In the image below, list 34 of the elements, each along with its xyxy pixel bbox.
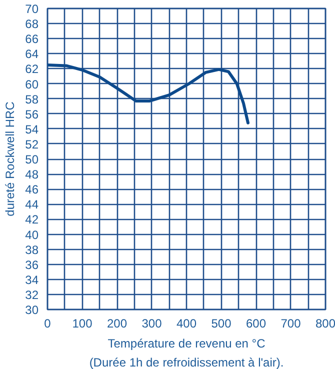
text: (Durée 1h de refroidissement à l'air). [89, 356, 284, 369]
y-tick-label: 40 [25, 228, 39, 242]
x-tick-label: 600 [246, 316, 266, 330]
y-tick-label: 56 [25, 107, 39, 122]
y-tick-label: 52 [25, 137, 39, 152]
y-tick-label: 66 [25, 32, 39, 46]
y-tick-label: 68 [25, 17, 39, 32]
y-tick-label: 42 [25, 212, 39, 227]
y-tick-label: 44 [25, 198, 39, 212]
y-tick-label: 58 [25, 92, 39, 106]
y-tick-label: 54 [25, 122, 39, 136]
line-series [48, 63, 250, 124]
y-tick-label: 70 [25, 2, 39, 16]
x-axis-title: Température de revenu en °C [108, 336, 266, 350]
x-tick-label: 700 [280, 316, 302, 330]
y-tick-label: 50 [25, 152, 39, 166]
y-axis-title: dureté Rockwell HRC [3, 101, 18, 216]
x-tick-label: 800 [315, 316, 335, 330]
x-tick-label: 200 [106, 316, 128, 330]
y-tick-label: 32 [25, 288, 39, 302]
y-tick-label: 30 [25, 303, 39, 317]
y-tick-label: 64 [25, 47, 39, 62]
y-tick-label: 46 [25, 182, 39, 197]
x-tick-label: 100 [72, 316, 93, 330]
x-tick-label: 0 [44, 316, 52, 330]
y-tick-label: 60 [25, 77, 39, 92]
y-tick-label: 62 [25, 62, 39, 76]
y-tick-label: 34 [25, 272, 39, 287]
x-tick-label: 400 [176, 316, 197, 330]
y-tick-label: 48 [25, 168, 39, 182]
x-tick-label: 300 [142, 316, 162, 330]
y-tick-label: 36 [25, 258, 39, 272]
y-tick-label: 38 [25, 242, 39, 257]
x-tick-label: 500 [211, 316, 232, 330]
